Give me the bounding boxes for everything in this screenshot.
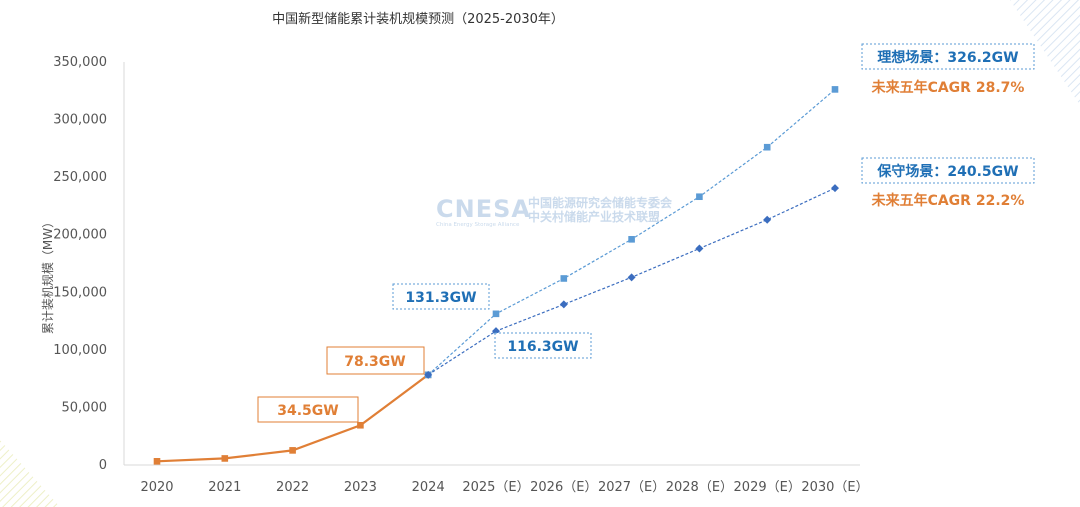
x-tick-label: 2023 bbox=[344, 480, 377, 495]
y-tick-label: 200,000 bbox=[53, 228, 107, 243]
y-tick-label: 0 bbox=[99, 458, 107, 473]
callout-ideal-2030: 理想场景：326.2GW bbox=[877, 49, 1018, 66]
data-point-conservative bbox=[559, 300, 568, 309]
data-point-ideal bbox=[560, 275, 568, 282]
x-tick-label: 2021 bbox=[208, 480, 241, 495]
data-point-conservative bbox=[763, 215, 772, 224]
callout-box-cons-2030 bbox=[861, 157, 1035, 184]
data-point-history bbox=[289, 447, 296, 454]
callout-2024: 78.3GW bbox=[344, 354, 405, 370]
data-point-ideal bbox=[763, 143, 771, 151]
callout-ideal-2025: 131.3GW bbox=[405, 290, 476, 306]
cagr-ideal: 未来五年CAGR 28.7% bbox=[872, 79, 1025, 96]
data-point-history bbox=[357, 421, 364, 429]
y-tick-label: 50,000 bbox=[62, 400, 108, 415]
corner-decoration bbox=[1010, 0, 1080, 105]
series-conservative bbox=[424, 184, 839, 379]
y-tick-label: 250,000 bbox=[53, 170, 107, 185]
data-point-conservative bbox=[695, 244, 704, 253]
x-tick-label: 2022 bbox=[276, 480, 309, 495]
x-tick-labels: 2020 2021 2022 2023 2024 2025（E） 2026（E） 2027（E… bbox=[140, 480, 868, 495]
data-point-history bbox=[153, 458, 161, 465]
x-tick-label: 2024 bbox=[412, 480, 445, 495]
data-point-ideal bbox=[492, 310, 500, 318]
callout-box-cons-2025 bbox=[494, 332, 592, 359]
data-point-ideal bbox=[831, 86, 839, 93]
chart-title: 中国新型储能累计装机规模预测（2025-2030年） bbox=[272, 11, 564, 27]
x-tick-label: 2027（E） bbox=[598, 480, 665, 495]
callout-box-2023 bbox=[257, 396, 359, 423]
corner-decoration-bottom bbox=[0, 440, 60, 507]
y-tick-labels: 0 50,000 100,000 150,000 200,000 250,000 300,0… bbox=[53, 55, 107, 473]
x-tick-label: 2020 bbox=[140, 480, 173, 495]
callout-2023: 34.5GW bbox=[277, 403, 338, 419]
cagr-conservative: 未来五年CAGR 22.2% bbox=[872, 192, 1025, 209]
data-point-ideal bbox=[696, 193, 703, 201]
y-tick-label: 150,000 bbox=[53, 285, 107, 300]
data-point-history bbox=[221, 455, 229, 462]
callout-cons-2030: 保守场景：240.5GW bbox=[876, 163, 1018, 180]
y-axis-label: 累计装机规模（MW） bbox=[40, 216, 55, 334]
x-tick-label: 2029（E） bbox=[734, 480, 801, 495]
series-layer bbox=[153, 86, 839, 465]
series-line-ideal bbox=[427, 88, 836, 376]
watermark-cn-line1: 中国能源研究会储能专委会 bbox=[528, 195, 673, 210]
x-tick-label: 2028（E） bbox=[666, 480, 733, 495]
watermark-en: China Energy Storage Alliance bbox=[436, 222, 520, 228]
x-tick-label: 2026（E） bbox=[530, 480, 597, 495]
callout-box-ideal-2030 bbox=[861, 43, 1035, 70]
callout-box-2024 bbox=[326, 346, 425, 375]
y-tick-label: 350,000 bbox=[53, 55, 107, 70]
x-tick-label: 2025（E） bbox=[462, 480, 529, 495]
x-tick-label: 2030（E） bbox=[801, 480, 868, 495]
series-ideal bbox=[424, 86, 839, 379]
data-point-ideal bbox=[628, 236, 635, 243]
watermark: CNESA 中国能源研究会储能专委会 中关村储能产业技术联盟 China Ene… bbox=[436, 195, 673, 228]
watermark-cn-line2: 中关村储能产业技术联盟 bbox=[528, 209, 660, 224]
data-point-conservative bbox=[627, 273, 636, 282]
callout-box-ideal-2025 bbox=[392, 283, 490, 310]
watermark-brand: CNESA bbox=[436, 195, 531, 223]
y-tick-label: 300,000 bbox=[53, 113, 107, 128]
callout-cons-2025: 116.3GW bbox=[507, 339, 578, 355]
data-point-conservative bbox=[831, 184, 839, 193]
y-tick-label: 100,000 bbox=[53, 343, 107, 358]
data-point-conservative bbox=[424, 370, 433, 379]
